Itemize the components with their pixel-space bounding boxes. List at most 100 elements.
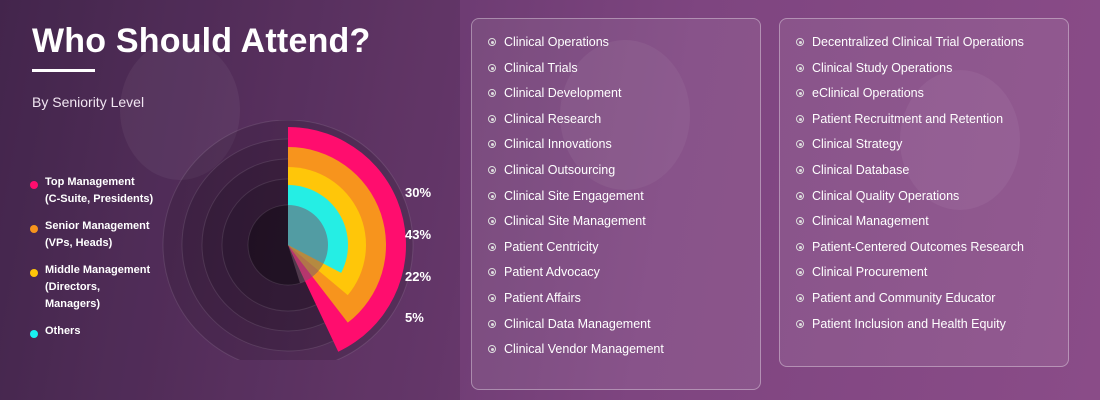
role-label: Patient Advocacy <box>504 265 600 280</box>
role-label: Clinical Site Management <box>504 214 646 229</box>
role-label: Decentralized Clinical Trial Operations <box>812 35 1024 49</box>
role-label: Patient Affairs <box>504 290 581 305</box>
bullet-icon <box>488 191 496 200</box>
role-label: Clinical Procurement <box>812 265 928 280</box>
legend-label: Others <box>45 325 81 337</box>
role-item: Patient-Centered Outcomes Research <box>796 240 1068 266</box>
bullet-icon <box>796 293 804 302</box>
value-label: 43% <box>405 227 431 242</box>
role-label: Patient Centricity <box>504 239 599 254</box>
bullet-icon <box>488 89 496 98</box>
bullet-icon <box>488 345 496 354</box>
bullet-icon <box>796 165 804 174</box>
value-label: 22% <box>405 269 431 284</box>
bullet-icon <box>796 89 804 98</box>
role-item: Clinical Trials <box>488 61 760 87</box>
role-item: Clinical Quality Operations <box>796 189 1068 215</box>
role-item: Patient Inclusion and Health Equity <box>796 317 1068 343</box>
role-item: eClinical Operations <box>796 86 1068 112</box>
legend-dot <box>30 181 38 189</box>
chart-value-labels: 30% 43% 22% 5% <box>405 185 431 325</box>
roles-panel-right: Decentralized Clinical Trial Operations C… <box>779 18 1069 367</box>
role-label: Clinical Research <box>504 111 602 126</box>
role-item: Clinical Development <box>488 86 760 112</box>
role-label: Clinical Outsourcing <box>504 162 616 177</box>
legend-item-senior-management: Senior Management (VPs, Heads) <box>30 218 180 252</box>
role-label: eClinical Operations <box>812 86 924 101</box>
role-item: Clinical Data Management <box>488 317 760 343</box>
legend-label: (C-Suite, Presidents) <box>45 193 154 205</box>
bullet-icon <box>488 114 496 123</box>
role-label: Clinical Trials <box>504 60 578 75</box>
bullet-icon <box>488 165 496 174</box>
bullet-icon <box>488 38 496 46</box>
role-item: Clinical Research <box>488 112 760 138</box>
role-item: Patient Centricity <box>488 240 760 266</box>
legend-label: Managers) <box>45 298 101 310</box>
role-item: Clinical Operations <box>488 35 760 61</box>
role-label: Patient and Community Educator <box>812 290 996 305</box>
role-item: Clinical Site Engagement <box>488 189 760 215</box>
role-item: Clinical Site Management <box>488 214 760 240</box>
bullet-icon <box>796 114 804 123</box>
seniority-chart: 30% 43% 22% 5% <box>162 120 431 360</box>
legend-dot <box>30 330 38 338</box>
pie-hub <box>288 205 328 284</box>
role-label: Clinical Site Engagement <box>504 188 644 203</box>
role-label: Clinical Management <box>812 214 929 229</box>
bullet-icon <box>796 38 804 46</box>
role-item: Clinical Study Operations <box>796 61 1068 87</box>
legend-item-top-management: Top Management (C-Suite, Presidents) <box>30 174 180 208</box>
legend-dot <box>30 269 38 277</box>
bullet-icon <box>796 140 804 149</box>
bullet-icon <box>488 217 496 226</box>
chart-legend: Top Management (C-Suite, Presidents) Sen… <box>30 174 180 340</box>
chart-slices <box>288 127 406 352</box>
bullet-icon <box>488 319 496 328</box>
role-item: Clinical Procurement <box>796 265 1068 291</box>
role-label: Clinical Operations <box>504 35 609 49</box>
bullet-icon <box>488 293 496 302</box>
chart-subtitle: By Seniority Level <box>32 94 145 110</box>
role-item: Clinical Innovations <box>488 137 760 163</box>
value-label: 5% <box>405 310 424 325</box>
bullet-icon <box>796 63 804 72</box>
legend-label: (VPs, Heads) <box>45 237 113 249</box>
role-item: Clinical Database <box>796 163 1068 189</box>
role-label: Patient Recruitment and Retention <box>812 111 1004 126</box>
role-label: Clinical Study Operations <box>812 60 953 75</box>
roles-list-left: Clinical Operations Clinical Trials Clinic… <box>472 19 760 368</box>
role-item: Clinical Strategy <box>796 137 1068 163</box>
bullet-icon <box>796 217 804 226</box>
bullet-icon <box>796 319 804 328</box>
role-label: Clinical Data Management <box>504 316 651 331</box>
page-title: Who Should Attend? <box>32 22 371 60</box>
bullet-icon <box>488 242 496 251</box>
role-item: Clinical Vendor Management <box>488 342 760 368</box>
bullet-icon <box>488 268 496 277</box>
role-item: Patient Affairs <box>488 291 760 317</box>
legend-label: Middle Management <box>45 264 151 276</box>
role-item: Decentralized Clinical Trial Operations <box>796 35 1068 61</box>
role-label: Patient-Centered Outcomes Research <box>812 239 1024 254</box>
legend-item-others: Others <box>30 323 180 340</box>
role-label: Clinical Quality Operations <box>812 188 960 203</box>
role-label: Clinical Strategy <box>812 137 903 152</box>
legend-dot <box>30 225 38 233</box>
role-label: Patient Inclusion and Health Equity <box>812 316 1006 331</box>
bullet-icon <box>796 191 804 200</box>
role-item: Patient Advocacy <box>488 265 760 291</box>
roles-panel-left: Clinical Operations Clinical Trials Clinic… <box>471 18 761 390</box>
legend-label: (Directors, <box>45 281 101 293</box>
bullet-icon <box>488 63 496 72</box>
bullet-icon <box>796 268 804 277</box>
role-label: Clinical Vendor Management <box>504 342 664 357</box>
role-label: Clinical Innovations <box>504 137 612 152</box>
bullet-icon <box>796 242 804 251</box>
legend-label: Senior Management <box>45 220 150 232</box>
role-item: Patient Recruitment and Retention <box>796 112 1068 138</box>
role-label: Clinical Database <box>812 162 910 177</box>
role-label: Clinical Development <box>504 86 622 101</box>
role-item: Clinical Management <box>796 214 1068 240</box>
legend-item-middle-management: Middle Management (Directors, Managers) <box>30 262 180 313</box>
